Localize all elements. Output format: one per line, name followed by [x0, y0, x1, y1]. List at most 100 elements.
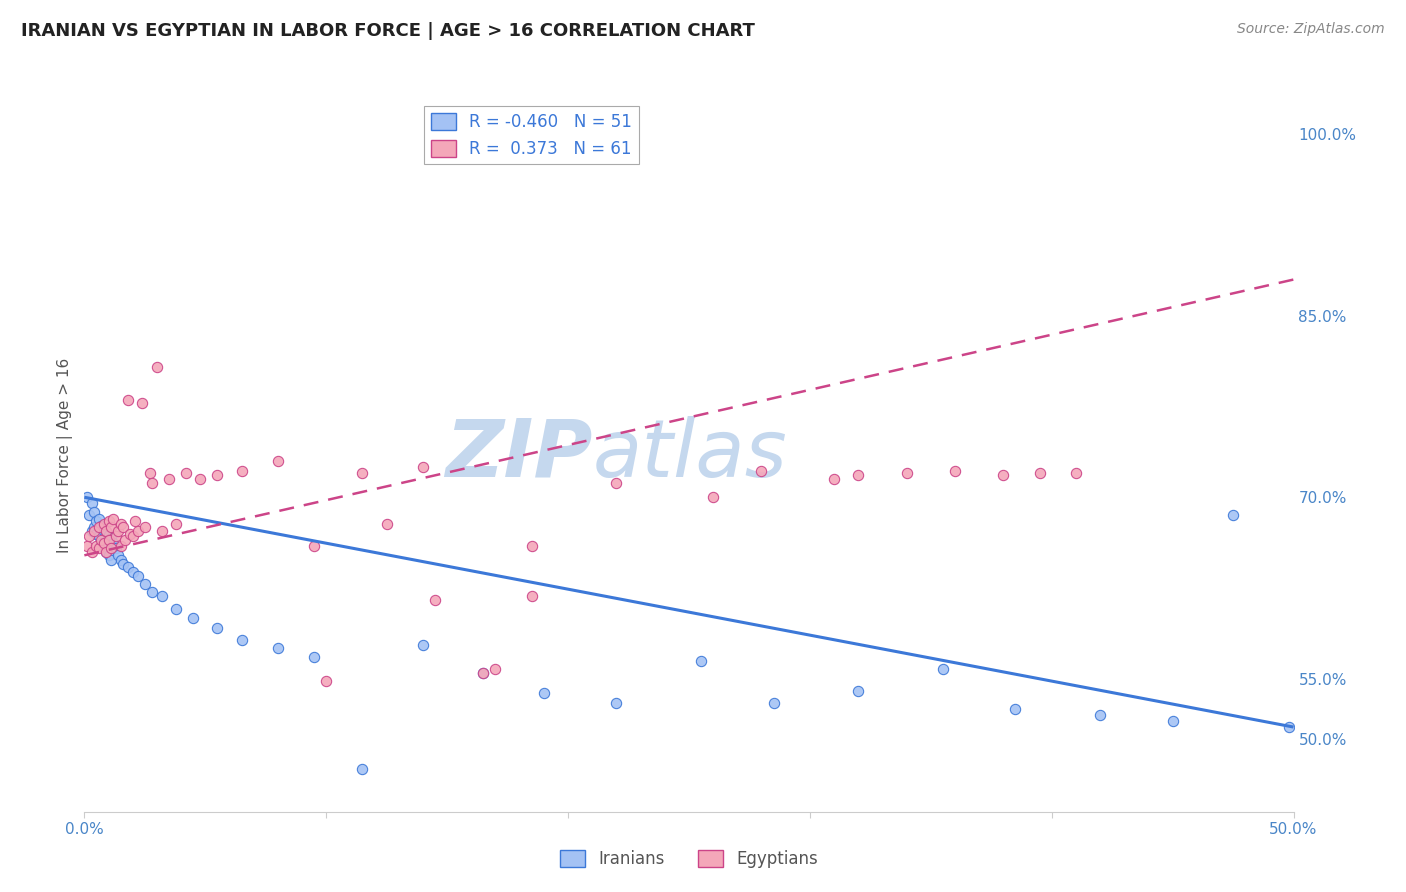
Point — [93, 536, 115, 550]
Point — [127, 569, 149, 583]
Point — [207, 621, 229, 635]
Point — [80, 496, 103, 510]
Point — [846, 468, 869, 483]
Point — [94, 525, 117, 540]
Point — [932, 662, 955, 676]
Point — [112, 557, 135, 571]
Point — [97, 549, 120, 563]
Point — [896, 466, 918, 480]
Text: IRANIAN VS EGYPTIAN IN LABOR FORCE | AGE > 16 CORRELATION CHART: IRANIAN VS EGYPTIAN IN LABOR FORCE | AGE… — [21, 22, 755, 40]
Point — [207, 468, 229, 483]
Point — [1161, 714, 1184, 728]
Point — [104, 529, 127, 543]
Point — [1028, 466, 1050, 480]
Point — [1088, 708, 1111, 723]
Point — [484, 662, 506, 676]
Point — [97, 527, 120, 541]
Point — [121, 566, 143, 580]
Point — [375, 516, 398, 531]
Point — [94, 544, 117, 558]
Point — [93, 516, 115, 531]
Point — [412, 460, 434, 475]
Point — [90, 536, 112, 550]
Point — [83, 505, 105, 519]
Point — [146, 359, 169, 374]
Point — [150, 590, 173, 604]
Point — [117, 393, 139, 408]
Text: atlas: atlas — [592, 416, 787, 494]
Point — [231, 464, 253, 478]
Point — [100, 553, 122, 567]
Point — [104, 541, 127, 555]
Point — [702, 490, 724, 504]
Point — [77, 529, 100, 543]
Point — [141, 475, 163, 490]
Point — [131, 396, 153, 410]
Text: ZIP: ZIP — [444, 416, 592, 494]
Point — [87, 541, 110, 555]
Point — [80, 524, 103, 538]
Point — [76, 490, 98, 504]
Point — [412, 638, 434, 652]
Point — [267, 454, 290, 468]
Point — [117, 560, 139, 574]
Point — [110, 516, 132, 531]
Point — [762, 696, 785, 710]
Point — [165, 601, 187, 615]
Point — [94, 524, 117, 538]
Point — [533, 686, 555, 700]
Point — [157, 472, 180, 486]
Point — [103, 512, 125, 526]
Point — [77, 508, 100, 523]
Point — [121, 529, 143, 543]
Point — [107, 524, 129, 538]
Point — [120, 526, 142, 541]
Point — [138, 466, 160, 480]
Point — [107, 549, 129, 563]
Point — [352, 763, 374, 777]
Point — [76, 539, 98, 553]
Point — [80, 544, 103, 558]
Point — [110, 553, 132, 567]
Point — [134, 577, 156, 591]
Point — [302, 539, 325, 553]
Y-axis label: In Labor Force | Age > 16: In Labor Force | Age > 16 — [58, 358, 73, 552]
Point — [87, 529, 110, 543]
Point — [605, 696, 627, 710]
Point — [1064, 466, 1087, 480]
Point — [267, 641, 290, 656]
Point — [124, 515, 146, 529]
Point — [97, 533, 120, 547]
Point — [690, 654, 713, 668]
Point — [605, 475, 627, 490]
Point — [87, 520, 110, 534]
Point — [846, 683, 869, 698]
Legend: R = -0.460   N = 51, R =  0.373   N = 61: R = -0.460 N = 51, R = 0.373 N = 61 — [425, 106, 638, 164]
Point — [993, 468, 1015, 483]
Point — [141, 584, 163, 599]
Point — [315, 674, 337, 689]
Point — [352, 466, 374, 480]
Point — [86, 539, 108, 553]
Point — [150, 524, 173, 538]
Point — [100, 541, 122, 555]
Point — [520, 590, 543, 604]
Point — [472, 665, 495, 680]
Point — [302, 649, 325, 664]
Point — [86, 515, 108, 529]
Point — [94, 544, 117, 558]
Point — [1222, 508, 1244, 523]
Point — [181, 611, 204, 625]
Point — [87, 512, 110, 526]
Point — [83, 524, 105, 538]
Point — [165, 516, 187, 531]
Point — [520, 539, 543, 553]
Point — [90, 519, 112, 533]
Point — [231, 632, 253, 647]
Point — [112, 520, 135, 534]
Point — [423, 593, 446, 607]
Point — [97, 515, 120, 529]
Legend: Iranians, Egyptians: Iranians, Egyptians — [553, 843, 825, 875]
Point — [100, 520, 122, 534]
Point — [90, 533, 112, 547]
